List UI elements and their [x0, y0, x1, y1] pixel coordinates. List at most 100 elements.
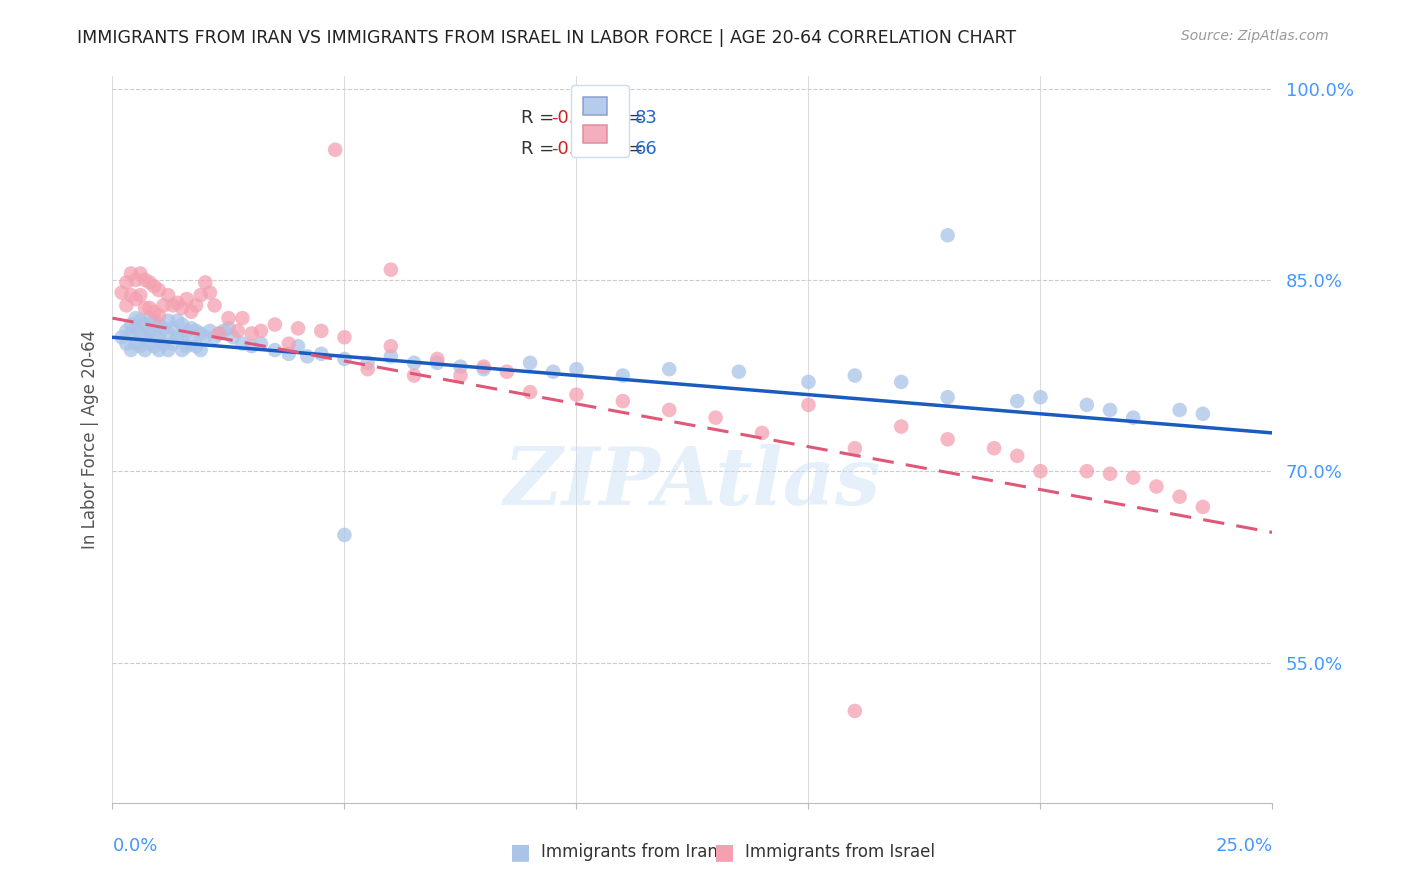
Point — [152, 321, 174, 335]
Point — [176, 324, 198, 338]
Point — [166, 296, 188, 310]
Point — [333, 351, 356, 366]
Point — [212, 324, 235, 338]
Point — [1122, 470, 1144, 484]
Point — [115, 336, 138, 351]
Point — [333, 330, 356, 344]
Point — [157, 314, 180, 328]
Point — [143, 339, 166, 353]
Point — [172, 330, 194, 344]
Point — [120, 326, 142, 341]
Point — [380, 350, 402, 364]
Legend: , : , — [571, 85, 628, 157]
Point — [148, 343, 170, 357]
Point — [190, 326, 212, 341]
Point — [124, 292, 148, 306]
Point — [134, 330, 156, 344]
Point — [176, 339, 198, 353]
Text: N =: N = — [592, 109, 648, 127]
Point — [129, 339, 152, 353]
Point — [543, 365, 565, 379]
Point — [1007, 449, 1029, 463]
Point — [180, 321, 202, 335]
Text: 25.0%: 25.0% — [1215, 837, 1272, 855]
Point — [198, 285, 221, 300]
Point — [844, 442, 866, 456]
Point — [204, 298, 226, 312]
Point — [404, 368, 426, 383]
Point — [1168, 490, 1191, 504]
Point — [1007, 394, 1029, 409]
Text: ■: ■ — [714, 842, 734, 862]
Text: -0.280: -0.280 — [551, 140, 609, 158]
Point — [565, 362, 588, 376]
Point — [264, 343, 287, 357]
Point — [231, 336, 253, 351]
Point — [124, 321, 148, 335]
Point — [138, 301, 160, 315]
Point — [380, 339, 402, 353]
Point — [157, 343, 180, 357]
Point — [704, 410, 727, 425]
Point — [357, 356, 380, 370]
Point — [496, 365, 519, 379]
Point — [120, 267, 142, 281]
Point — [297, 350, 319, 364]
Point — [1192, 407, 1215, 421]
Point — [172, 318, 194, 332]
Text: Immigrants from Iran: Immigrants from Iran — [541, 843, 718, 861]
Point — [180, 336, 202, 351]
Point — [250, 336, 273, 351]
Point — [519, 356, 541, 370]
Point — [222, 330, 245, 344]
Point — [1122, 410, 1144, 425]
Point — [1168, 403, 1191, 417]
Point — [797, 375, 820, 389]
Point — [890, 419, 912, 434]
Point — [309, 347, 333, 361]
Point — [218, 311, 240, 326]
Point — [143, 326, 166, 341]
Point — [152, 336, 174, 351]
Point — [180, 305, 202, 319]
Point — [333, 528, 356, 542]
Point — [143, 314, 166, 328]
Text: ZIPAtlas: ZIPAtlas — [503, 444, 882, 522]
Point — [1099, 403, 1122, 417]
Point — [472, 359, 495, 374]
Point — [115, 298, 138, 312]
Point — [190, 343, 212, 357]
Point — [287, 321, 309, 335]
Point — [138, 311, 160, 326]
Point — [190, 288, 212, 302]
Text: ■: ■ — [510, 842, 530, 862]
Point — [250, 324, 273, 338]
Point — [166, 330, 188, 344]
Point — [176, 292, 198, 306]
Point — [728, 365, 751, 379]
Point — [277, 336, 299, 351]
Point — [134, 343, 156, 357]
Point — [565, 387, 588, 401]
Point — [184, 298, 207, 312]
Point — [658, 403, 681, 417]
Point — [124, 311, 148, 326]
Point — [148, 309, 170, 323]
Point — [208, 326, 231, 341]
Point — [120, 318, 142, 332]
Point — [143, 279, 166, 293]
Text: Immigrants from Israel: Immigrants from Israel — [745, 843, 935, 861]
Point — [751, 425, 773, 440]
Point — [1076, 398, 1098, 412]
Point — [134, 301, 156, 315]
Point — [240, 339, 263, 353]
Text: R =: R = — [520, 109, 560, 127]
Point — [208, 326, 231, 341]
Point — [148, 283, 170, 297]
Point — [1099, 467, 1122, 481]
Point — [472, 362, 495, 376]
Point — [612, 368, 634, 383]
Text: 0.0%: 0.0% — [112, 837, 157, 855]
Point — [172, 343, 194, 357]
Point — [198, 324, 221, 338]
